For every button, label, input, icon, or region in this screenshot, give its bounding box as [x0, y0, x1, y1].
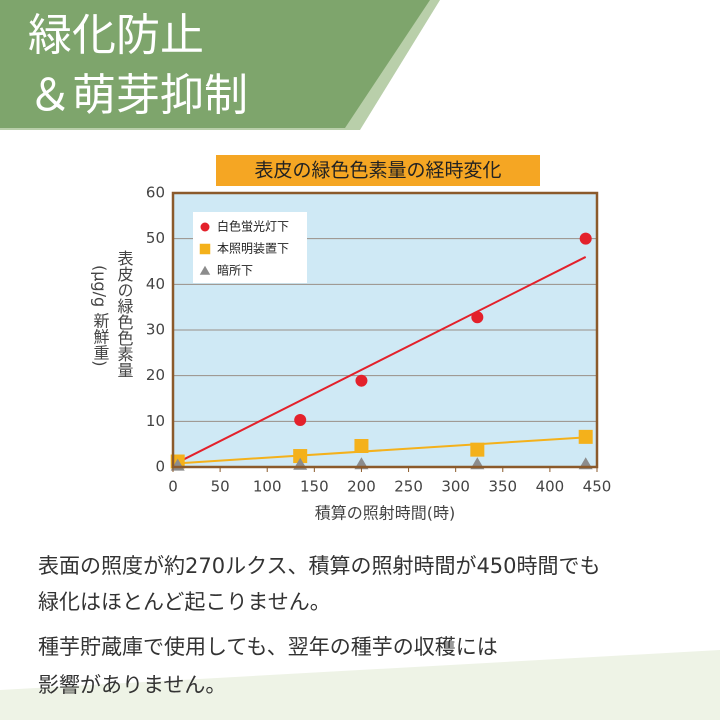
y-tick-label: 50	[146, 229, 165, 247]
x-tick-label: 100	[253, 478, 282, 496]
point	[293, 449, 308, 464]
body-text: 影響がありません。	[38, 673, 226, 697]
point	[470, 442, 485, 457]
y-axis-label: 表皮の緑色色素量	[115, 250, 134, 378]
legend-label: 白色蛍光灯下	[217, 219, 289, 234]
point	[355, 374, 368, 387]
x-tick-label: 50	[211, 478, 230, 496]
y-axis-label: (μg/g 新鮮重)	[91, 265, 110, 366]
point	[354, 438, 369, 453]
y-tick-label: 0	[155, 458, 165, 476]
header-band	[0, 0, 430, 128]
y-tick-label: 30	[146, 321, 165, 339]
point	[294, 413, 307, 426]
x-tick-label: 0	[168, 478, 178, 496]
header-line: ＆萌芽抑制	[28, 70, 248, 121]
bottom-band	[0, 650, 720, 720]
x-tick-label: 150	[300, 478, 329, 496]
legend-marker	[200, 222, 210, 232]
x-axis-label: 積算の照射時間(時)	[315, 504, 456, 523]
plot-frame	[171, 191, 599, 469]
y-tick-label: 10	[146, 412, 165, 430]
x-tick-label: 450	[583, 478, 612, 496]
x-tick-label: 300	[441, 478, 470, 496]
legend-marker	[199, 265, 211, 275]
body-text: 緑化はほとんど起こりません。	[38, 590, 331, 614]
trend-line	[177, 256, 587, 464]
x-tick-label: 400	[536, 478, 565, 496]
header-line: 緑化防止	[28, 10, 204, 61]
legend-box	[193, 212, 307, 283]
body-text: 表面の照度が約270ルクス、積算の照射時間が450時間でも	[38, 554, 601, 578]
legend-marker	[199, 243, 211, 255]
title-box	[216, 155, 540, 186]
x-tick-label: 250	[394, 478, 423, 496]
y-tick-label: 40	[146, 275, 165, 293]
point	[578, 429, 593, 444]
y-tick-label: 20	[146, 366, 165, 384]
point	[471, 311, 484, 324]
legend-label: 暗所下	[217, 264, 253, 278]
point	[579, 232, 592, 245]
body-text: 種芋貯蔵庫で使用しても、翌年の種芋の収穫には	[38, 635, 498, 659]
legend-label: 本照明装置下	[217, 242, 289, 256]
chart-title: 表皮の緑色色素量の経時変化	[254, 160, 501, 182]
trend-line	[177, 436, 586, 465]
x-tick-label: 350	[488, 478, 517, 496]
y-tick-label: 60	[146, 184, 165, 202]
x-tick-label: 200	[347, 478, 376, 496]
